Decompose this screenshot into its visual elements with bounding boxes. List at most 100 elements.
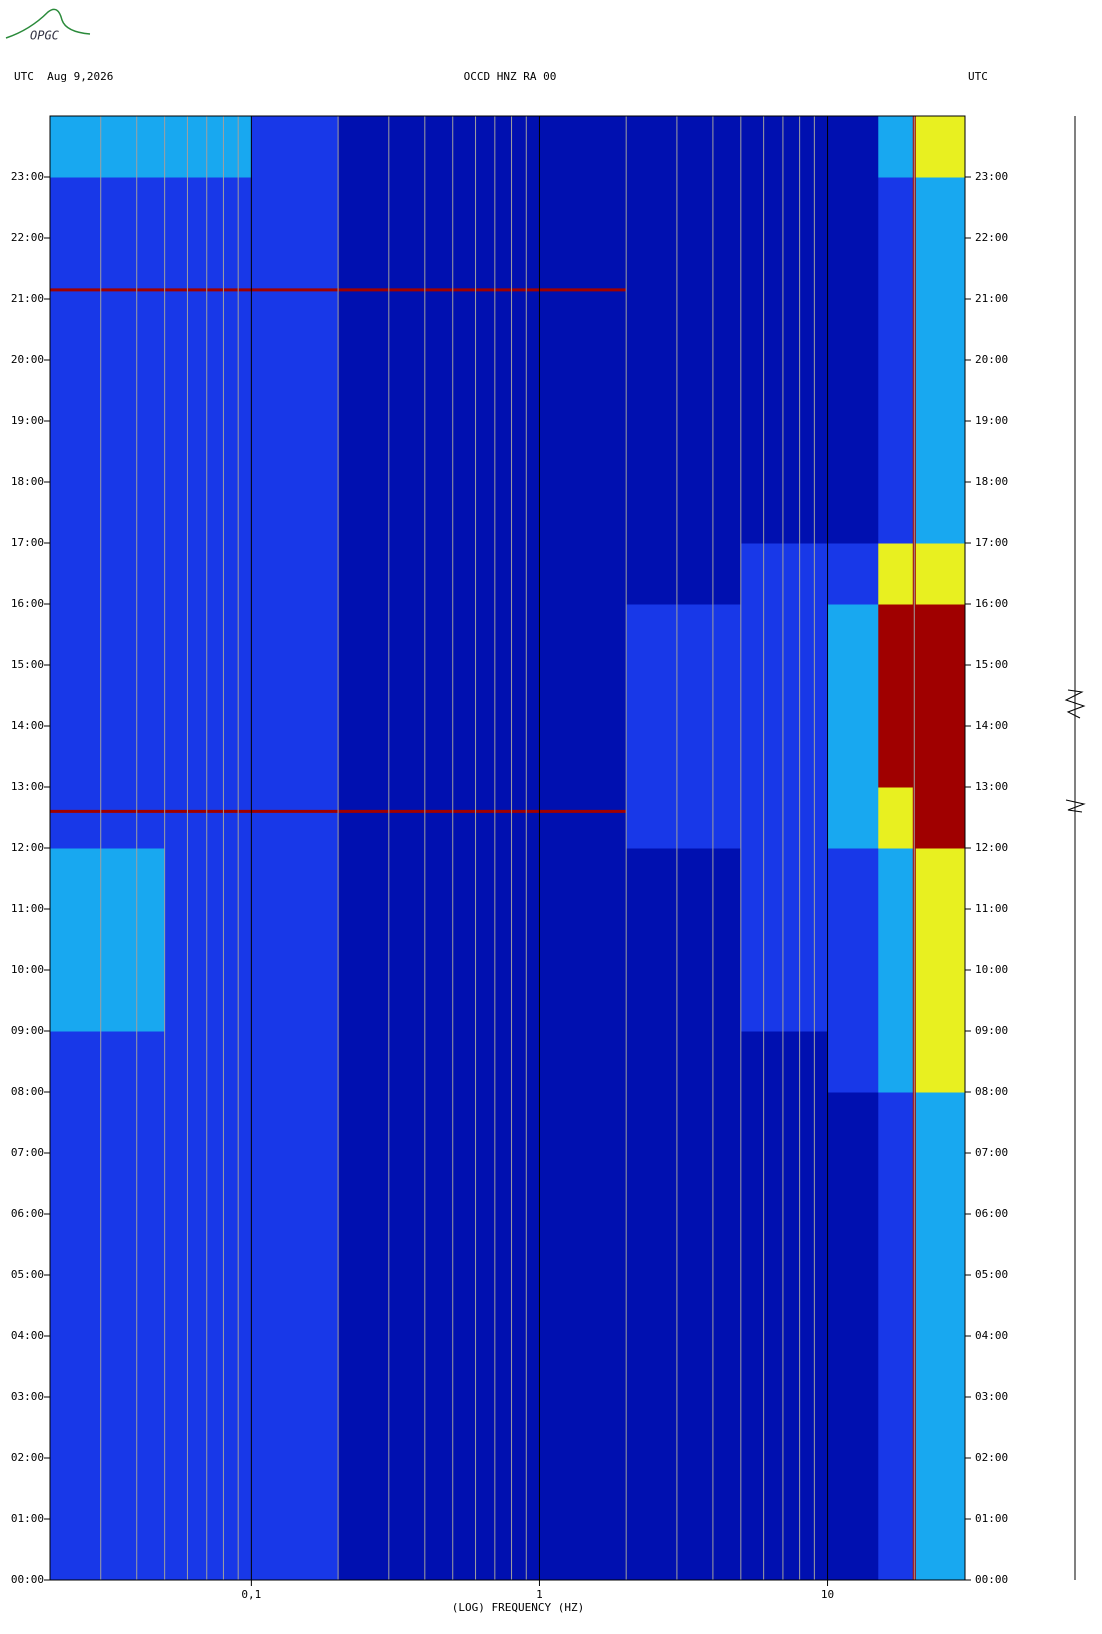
x-axis-label: (LOG) FREQUENCY (HZ): [452, 1601, 584, 1614]
spectrogram-cell: [251, 848, 339, 910]
y-tick-label: 09:00: [11, 1024, 44, 1037]
spectrogram-cell: [164, 1519, 252, 1581]
spectrogram-cell: [626, 299, 742, 361]
spectrogram-cell: [626, 482, 742, 544]
y-tick-label: 23:00: [975, 170, 1008, 183]
spectrogram-cell: [452, 543, 540, 605]
spectrogram-cell: [539, 543, 627, 605]
spectrogram-cell: [338, 726, 454, 788]
spectrogram-cell: [827, 787, 879, 849]
spectrogram-cell: [50, 1214, 166, 1276]
x-tick-label: 0,1: [241, 1588, 261, 1601]
spectrogram-cell: [740, 238, 829, 300]
spectrogram-cell: [626, 665, 742, 727]
spectrogram-cell: [338, 1397, 454, 1459]
spectrogram-cell: [164, 665, 252, 727]
y-tick-label: 22:00: [975, 231, 1008, 244]
spectrogram-cell: [452, 360, 540, 422]
spectrogram-cell: [914, 848, 966, 910]
y-tick-label: 21:00: [11, 292, 44, 305]
spectrogram-cell: [50, 909, 166, 971]
spectrogram-cell: [338, 848, 454, 910]
spectrogram-cell: [452, 726, 540, 788]
spectrogram-cell: [338, 604, 454, 666]
spectrogram-cell: [338, 1153, 454, 1215]
spectrogram-cell: [539, 1214, 627, 1276]
spectrogram-cell: [50, 1336, 166, 1398]
spectrogram-cell: [878, 1397, 915, 1459]
y-tick-label: 00:00: [975, 1573, 1008, 1586]
spectrogram-cell: [164, 1458, 252, 1520]
spectrogram-cell: [740, 1092, 829, 1154]
spectrogram-cell: [539, 299, 627, 361]
spectrogram-cell: [914, 1092, 966, 1154]
y-tick-label: 13:00: [11, 780, 44, 793]
y-tick-label: 05:00: [975, 1268, 1008, 1281]
spectrogram-cell: [740, 1153, 829, 1215]
spectrogram-cell: [740, 1458, 829, 1520]
spectrogram-cell: [914, 787, 966, 849]
y-tick-label: 17:00: [975, 536, 1008, 549]
spectrogram-cell: [827, 1397, 879, 1459]
spectrogram-cell: [626, 1336, 742, 1398]
spectrogram-cell: [164, 299, 252, 361]
chart-title: OCCD HNZ RA 00: [464, 70, 557, 83]
spectrogram-cell: [740, 543, 829, 605]
spectrogram-cell: [338, 421, 454, 483]
y-tick-label: 06:00: [11, 1207, 44, 1220]
spectrogram-cell: [338, 1519, 454, 1581]
spectrogram-cell: [878, 1519, 915, 1581]
spectrogram-cell: [50, 116, 166, 178]
spectrogram-cell: [539, 177, 627, 239]
spectrogram-cell: [50, 1397, 166, 1459]
spectrogram-cell: [878, 1458, 915, 1520]
y-tick-label: 13:00: [975, 780, 1008, 793]
spectrogram-cell: [452, 970, 540, 1032]
spectrogram-cell: [740, 1275, 829, 1337]
spectrogram-cell: [626, 1458, 742, 1520]
spectrogram-cell: [740, 482, 829, 544]
spectrogram-cell: [338, 1458, 454, 1520]
spectrogram-cell: [740, 116, 829, 178]
spectrogram-cell: [878, 970, 915, 1032]
spectrogram-cell: [878, 360, 915, 422]
spectrogram-cell: [539, 1519, 627, 1581]
spectrogram-cell: [740, 787, 829, 849]
spectrogram-cell: [338, 1214, 454, 1276]
spectrogram-cell: [914, 665, 966, 727]
spectrogram-cell: [827, 1153, 879, 1215]
y-tick-label: 17:00: [11, 536, 44, 549]
spectrogram-cell: [251, 1275, 339, 1337]
x-tick-label: 1: [536, 1588, 543, 1601]
spectrogram-cell: [878, 1153, 915, 1215]
spectrogram-cell: [740, 665, 829, 727]
spectrogram-cell: [50, 1153, 166, 1215]
spectrogram-cell: [914, 1214, 966, 1276]
spectrogram-cell: [164, 1336, 252, 1398]
spectrogram-cell: [338, 1275, 454, 1337]
spectrogram-cell: [452, 1153, 540, 1215]
spectrogram-cell: [164, 1275, 252, 1337]
spectrogram-cell: [827, 116, 879, 178]
y-tick-label: 00:00: [11, 1573, 44, 1586]
spectrogram-cell: [827, 1458, 879, 1520]
y-tick-label: 14:00: [11, 719, 44, 732]
spectrogram-cell: [539, 116, 627, 178]
y-tick-label: 14:00: [975, 719, 1008, 732]
y-tick-label: 19:00: [975, 414, 1008, 427]
spectrogram-cell: [338, 665, 454, 727]
spectrogram-cell: [878, 665, 915, 727]
spectrogram-cell: [914, 238, 966, 300]
spectrogram-cell: [914, 970, 966, 1032]
spectrogram-cell: [740, 421, 829, 483]
spectrogram-cell: [827, 238, 879, 300]
spectrogram-cell: [164, 360, 252, 422]
spectrogram-cell: [50, 482, 166, 544]
spectrogram-cell: [251, 726, 339, 788]
spectrogram-cell: [50, 543, 166, 605]
spectrogram-cell: [740, 909, 829, 971]
spectrogram-cell: [626, 1031, 742, 1093]
spectrogram-cell: [827, 360, 879, 422]
spectrogram-cell: [878, 421, 915, 483]
spectrogram-cell: [251, 1214, 339, 1276]
